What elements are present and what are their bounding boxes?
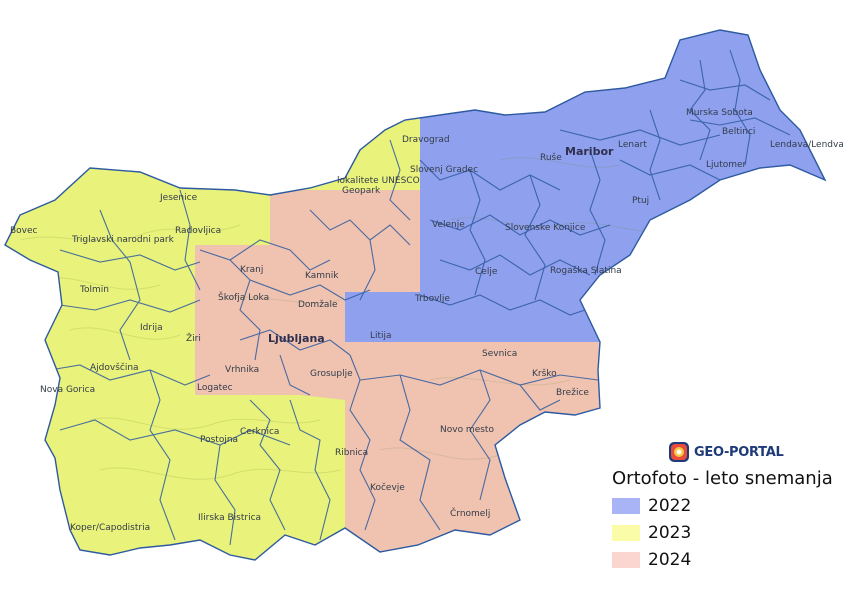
city-label: Ptuj (632, 196, 649, 206)
geo-portal-logo-icon (669, 442, 689, 462)
city-label: Cerknica (240, 427, 279, 437)
city-label: Murska Sobota (686, 108, 753, 118)
city-label: Novo mesto (440, 425, 494, 435)
city-label: Logatec (197, 383, 233, 393)
city-label: Kamnik (305, 271, 339, 281)
city-label: Idrija (140, 323, 163, 333)
city-label: Vrhnika (225, 365, 259, 375)
city-label: Postojna (200, 435, 238, 445)
city-label: Slovenj Gradec (410, 165, 478, 175)
city-label: Brežice (556, 388, 589, 398)
logo: GEO-PORTAL (668, 438, 837, 466)
city-label: Domžale (298, 300, 338, 310)
city-label: Radovljica (175, 226, 221, 236)
city-label: Ribnica (335, 448, 368, 458)
city-label: Trbovlje (414, 294, 450, 304)
city-label: Ljutomer (706, 160, 747, 170)
legend-label: 2022 (648, 496, 692, 516)
city-labels: Jesenice Radovljica Bovec Triglavski nar… (10, 108, 843, 533)
legend-swatch (612, 552, 640, 568)
city-label: Ilirska Bistrica (198, 513, 261, 523)
legend-item-2024[interactable]: 2024 (612, 550, 837, 570)
city-label: Velenje (432, 220, 465, 230)
legend-item-2022[interactable]: 2022 (612, 496, 837, 516)
city-label: Ruše (540, 152, 562, 163)
legend: GEO-PORTAL Ortofoto - leto snemanja 2022… (612, 438, 837, 570)
city-label: lokalitete UNESCO (337, 176, 420, 186)
city-label: Slovenske Konjice (505, 223, 586, 233)
city-label: Nova Gorica (40, 385, 95, 395)
legend-label: 2024 (648, 550, 692, 570)
city-label: Triglavski narodni park (71, 235, 175, 245)
legend-swatch (612, 498, 640, 514)
city-label: Škofja Loka (218, 291, 269, 303)
city-label: Tolmin (79, 285, 109, 295)
city-label-major: Ljubljana (268, 332, 325, 345)
city-label: Grosuplje (310, 369, 353, 379)
city-label: Bovec (10, 226, 38, 236)
city-label: Ajdovščina (90, 362, 139, 373)
city-label-major: Maribor (565, 145, 614, 158)
legend-item-2023[interactable]: 2023 (612, 523, 837, 543)
logo-text: GEO-PORTAL (694, 444, 784, 460)
city-label: Črnomelj (450, 507, 490, 519)
city-label: Dravograd (402, 135, 450, 145)
legend-label: 2023 (648, 523, 692, 543)
city-label: Beltinci (722, 127, 755, 137)
city-label: Sevnica (482, 349, 517, 359)
city-label: Žiri (186, 332, 201, 344)
legend-title: Ortofoto - leto snemanja (612, 468, 833, 489)
city-label: Jesenice (159, 193, 198, 203)
city-label: Koper/Capodistria (70, 523, 150, 533)
city-label: Litija (370, 331, 392, 341)
city-label: Geopark (342, 186, 381, 196)
city-label: Krško (532, 368, 557, 379)
city-label: Kranj (240, 265, 263, 275)
city-label: Celje (475, 267, 498, 277)
city-label: Lendava/Lendva (770, 140, 843, 150)
city-label: Kočevje (370, 482, 405, 493)
city-label: Lenart (618, 140, 647, 150)
city-label: Rogaška Slatina (550, 265, 622, 276)
legend-swatch (612, 525, 640, 541)
